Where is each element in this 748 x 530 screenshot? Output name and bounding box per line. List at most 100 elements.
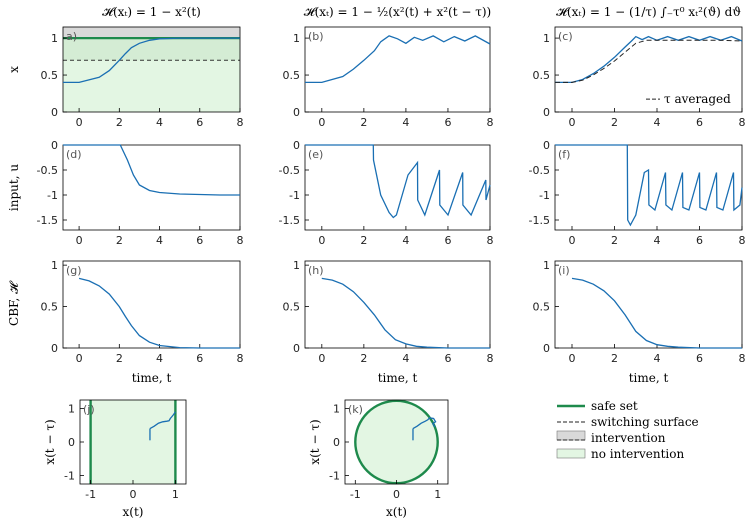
x-tick-label: 0 [318, 352, 325, 365]
x-tick-label: -1 [350, 488, 361, 501]
y-tick-label: 1 [333, 402, 340, 415]
y-tick-label: 1 [543, 259, 550, 272]
safe-set-circle [354, 399, 439, 485]
x-tick-label: 0 [393, 488, 400, 501]
panel-label: a) [66, 30, 77, 43]
legend-label-2: switching surface [591, 415, 699, 429]
y-tick-label: 0 [293, 342, 300, 355]
x-tick-label: 6 [444, 116, 451, 129]
phase-y-label: x(t − τ) [308, 419, 322, 464]
y-axis-label: CBF, 𝓗 [7, 280, 21, 326]
y-tick-label: 0 [293, 139, 300, 152]
intervention-band [63, 38, 240, 61]
x-tick-label: 8 [237, 352, 244, 365]
x-axis-label: time, t [132, 371, 172, 385]
y-tick-label: 0 [51, 139, 58, 152]
x-tick-label: 8 [739, 352, 746, 365]
phase-trajectory [412, 417, 437, 430]
x-tick-label: 4 [402, 234, 409, 247]
x-tick-label: 6 [444, 234, 451, 247]
y-tick-label: -1 [47, 189, 58, 202]
x-tick-label: 4 [156, 234, 163, 247]
intervention-region [63, 27, 240, 39]
y-tick-label: -1.5 [279, 214, 300, 227]
x-tick-label: 8 [739, 234, 746, 247]
cbf-curve [571, 277, 742, 349]
y-tick-label: 0.5 [41, 69, 59, 82]
panel-label: (i) [558, 264, 570, 277]
x-tick-label: 2 [611, 352, 618, 365]
x-tick-label: 0 [76, 116, 83, 129]
axes-box-3-1 [62, 260, 241, 349]
x-tick-label: 4 [402, 352, 409, 365]
x-tick-label: -1 [85, 488, 96, 501]
y-axis-label: input, u [7, 164, 21, 211]
x-tick-label: 6 [444, 352, 451, 365]
x-tick-label: 8 [237, 116, 244, 129]
x-tick-label: 0 [130, 488, 137, 501]
y-tick-label: 0 [543, 139, 550, 152]
y-tick-label: 1 [543, 32, 550, 45]
axes-box-3-2 [304, 260, 491, 349]
phase-x-label: x(t) [123, 505, 144, 519]
panel-label: (e) [308, 148, 323, 161]
y-tick-label: 0 [68, 436, 75, 449]
panel-label: (j) [83, 403, 95, 416]
tau-averaged-label: τ averaged [664, 92, 731, 106]
x-tick-label: 0 [76, 234, 83, 247]
x-tick-label: 6 [196, 116, 203, 129]
x-tick-label: 6 [696, 234, 703, 247]
x-tick-label: 6 [696, 352, 703, 365]
input-curve [555, 144, 743, 227]
y-tick-label: 0.5 [533, 301, 551, 314]
legend-label-1: safe set [591, 399, 638, 413]
cbf-curve [78, 277, 240, 349]
x-tick-label: 2 [360, 352, 367, 365]
column-title-2: 𝓗(xₜ) = 1 − ½(x²(t) + x²(t − τ)) [304, 5, 491, 19]
panel-label: (b) [308, 30, 324, 43]
x-tick-label: 4 [654, 116, 661, 129]
x-tick-label: 8 [487, 116, 494, 129]
x-tick-label: 6 [196, 352, 203, 365]
axes-box-1-1 [62, 26, 241, 113]
x-tick-label: 1 [434, 488, 441, 501]
tau-averaged-curve [555, 39, 743, 83]
y-tick-label: 1 [68, 402, 75, 415]
x-axis-label: time, t [629, 371, 669, 385]
y-tick-label: 0 [543, 106, 550, 119]
y-tick-label: -1.5 [529, 214, 550, 227]
legend-intervention-swatch [556, 430, 586, 441]
y-tick-label: -1 [329, 470, 340, 483]
x-tick-label: 2 [360, 116, 367, 129]
x-tick-label: 1 [172, 488, 179, 501]
x-tick-label: 8 [739, 116, 746, 129]
y-tick-label: 1 [51, 32, 58, 45]
y-tick-label: 0.5 [283, 301, 301, 314]
x-tick-label: 4 [156, 116, 163, 129]
x-tick-label: 4 [402, 116, 409, 129]
y-tick-label: 0 [51, 106, 58, 119]
input-curve [63, 144, 240, 196]
x-tick-label: 2 [360, 234, 367, 247]
axes-box-1-3 [554, 26, 743, 113]
x-tick-label: 2 [611, 116, 618, 129]
x-tick-label: 2 [116, 352, 123, 365]
state-curve [555, 35, 743, 84]
column-title-3: 𝓗(xₜ) = 1 − (1/τ) ∫₋τ⁰ xₜ²(ϑ) dϑ [556, 5, 741, 19]
y-tick-label: -1 [289, 189, 300, 202]
legend-no-intervention-swatch [556, 448, 586, 459]
input-curve [305, 144, 491, 219]
y-tick-label: -1.5 [37, 214, 58, 227]
x-tick-label: 8 [487, 352, 494, 365]
y-tick-label: 1 [51, 259, 58, 272]
panel-label: (g) [66, 264, 82, 277]
y-tick-label: 1 [293, 32, 300, 45]
x-tick-label: 2 [116, 116, 123, 129]
x-tick-label: 0 [569, 234, 576, 247]
y-tick-label: -1 [539, 189, 550, 202]
x-tick-label: 0 [318, 234, 325, 247]
x-tick-label: 6 [196, 234, 203, 247]
y-tick-label: 0.5 [533, 69, 551, 82]
y-tick-label: -0.5 [279, 164, 300, 177]
